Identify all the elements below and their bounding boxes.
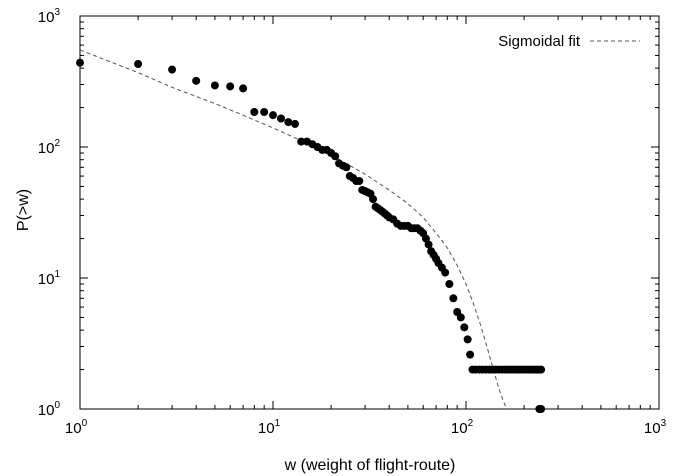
x-tick-label: 102	[451, 418, 474, 437]
data-point	[168, 65, 177, 74]
data-point	[456, 313, 465, 322]
x-axis: 100 101 102 103	[65, 16, 667, 437]
data-point	[226, 82, 235, 91]
y-axis-title: P(>w)	[15, 189, 32, 231]
x-tick-exponent: 0	[82, 418, 88, 429]
data-point	[466, 350, 475, 359]
x-tick-exponent: 2	[468, 418, 474, 429]
plot-frame	[79, 15, 660, 410]
y-tick-exponent: 3	[54, 7, 60, 18]
x-tick-label: 100	[65, 418, 88, 437]
data-point	[441, 268, 450, 277]
data-point	[342, 163, 351, 172]
y-tick-label: 103	[38, 7, 61, 26]
x-axis-title: w (weight of flight-route)	[284, 457, 456, 474]
legend-label: Sigmoidal fit	[498, 33, 581, 50]
data-point	[331, 152, 340, 161]
data-point	[355, 177, 364, 186]
y-tick-exponent: 2	[54, 138, 60, 149]
x-tick-exponent: 1	[275, 418, 281, 429]
data-point	[239, 84, 248, 93]
x-tick-base: 10	[258, 420, 275, 437]
plot-area	[76, 15, 660, 413]
data-point	[537, 405, 546, 413]
y-tick-label: 101	[38, 269, 61, 288]
y-tick-base: 10	[38, 140, 55, 157]
y-tick-label: 102	[38, 138, 61, 157]
data-point	[192, 76, 201, 85]
data-point	[290, 119, 299, 128]
data-point	[250, 108, 259, 117]
y-tick-label: 100	[38, 400, 61, 419]
fit-line	[79, 49, 509, 410]
data-point	[424, 240, 433, 249]
data-point	[276, 114, 285, 123]
data-point	[449, 294, 458, 303]
data-point	[269, 111, 277, 120]
data-point	[460, 323, 469, 332]
data-point	[445, 279, 454, 288]
data-point	[76, 58, 84, 67]
data-point	[260, 108, 269, 117]
y-tick-base: 10	[38, 402, 55, 419]
y-tick-base: 10	[38, 271, 55, 288]
data-point	[369, 195, 378, 204]
data-point	[210, 81, 219, 90]
legend: Sigmoidal fit	[498, 33, 640, 50]
data-point	[284, 118, 293, 127]
data-point	[463, 335, 472, 344]
y-tick-exponent: 1	[54, 269, 60, 280]
data-point	[537, 365, 546, 374]
x-tick-base: 10	[644, 420, 661, 437]
x-tick-base: 10	[65, 420, 82, 437]
y-tick-exponent: 0	[54, 400, 60, 411]
data-point	[297, 137, 306, 146]
x-tick-base: 10	[451, 420, 468, 437]
x-tick-label: 101	[258, 418, 281, 437]
x-tick-label: 103	[644, 418, 667, 437]
data-point	[134, 60, 143, 69]
x-tick-exponent: 3	[661, 418, 667, 429]
y-tick-base: 10	[38, 9, 55, 26]
data-point	[421, 234, 430, 243]
